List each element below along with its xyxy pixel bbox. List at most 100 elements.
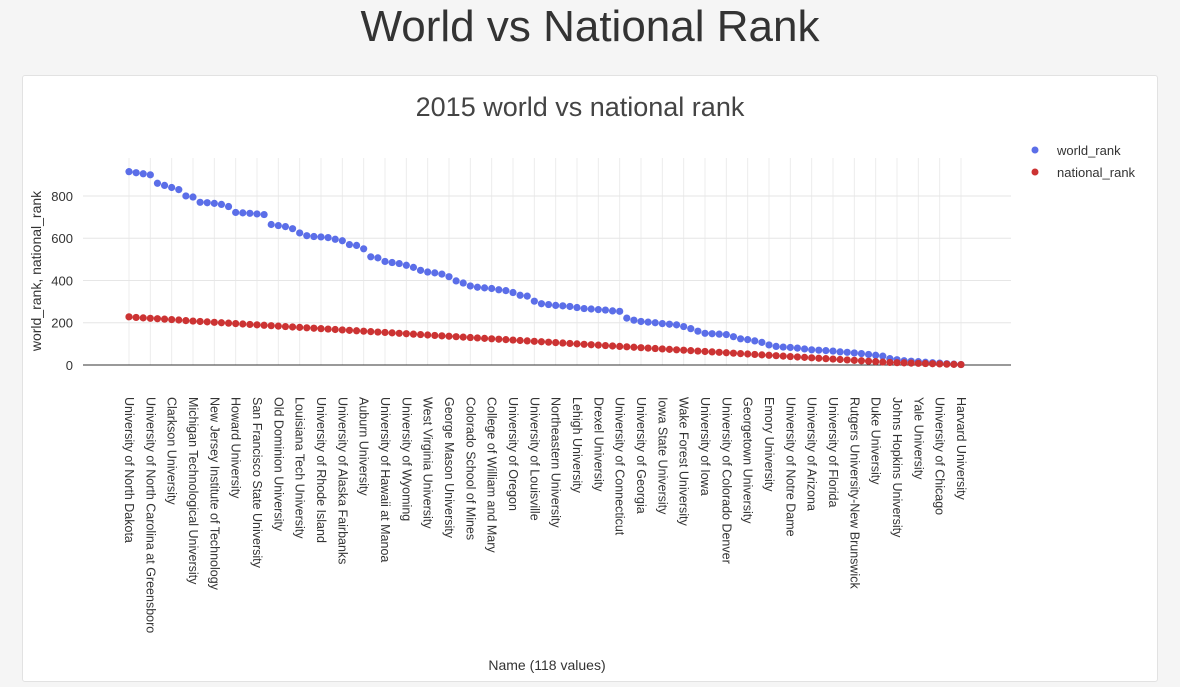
point-national-rank[interactable] — [857, 357, 866, 365]
point-national-rank[interactable] — [950, 360, 958, 368]
point-national-rank[interactable] — [701, 347, 709, 356]
legend-item-world-rank[interactable]: world_rank — [1031, 143, 1122, 158]
point-world-rank[interactable] — [352, 241, 361, 249]
point-world-rank[interactable] — [729, 333, 738, 341]
point-world-rank[interactable] — [537, 300, 546, 308]
point-world-rank[interactable] — [296, 229, 304, 237]
point-world-rank[interactable] — [680, 322, 688, 331]
point-national-rank[interactable] — [765, 351, 773, 359]
point-world-rank[interactable] — [644, 318, 652, 326]
point-world-rank[interactable] — [267, 220, 275, 229]
point-national-rank[interactable] — [224, 319, 233, 327]
point-national-rank[interactable] — [509, 336, 517, 344]
point-world-rank[interactable] — [182, 192, 190, 200]
point-world-rank[interactable] — [708, 330, 716, 338]
point-national-rank[interactable] — [431, 331, 439, 340]
point-world-rank[interactable] — [338, 237, 346, 245]
point-world-rank[interactable] — [409, 263, 418, 271]
point-national-rank[interactable] — [416, 330, 425, 339]
point-world-rank[interactable] — [246, 209, 254, 217]
point-national-rank[interactable] — [288, 323, 297, 331]
point-national-rank[interactable] — [715, 348, 723, 356]
point-world-rank[interactable] — [516, 291, 524, 299]
point-national-rank[interactable] — [601, 341, 610, 350]
point-world-rank[interactable] — [630, 316, 638, 324]
point-national-rank[interactable] — [445, 332, 453, 340]
point-world-rank[interactable] — [864, 350, 873, 359]
point-national-rank[interactable] — [786, 352, 794, 361]
point-world-rank[interactable] — [367, 253, 375, 261]
point-world-rank[interactable] — [431, 269, 439, 277]
point-national-rank[interactable] — [829, 355, 837, 363]
point-national-rank[interactable] — [296, 323, 304, 331]
point-national-rank[interactable] — [516, 336, 524, 345]
point-world-rank[interactable] — [260, 210, 268, 219]
point-national-rank[interactable] — [502, 336, 510, 344]
point-world-rank[interactable] — [374, 254, 382, 262]
point-national-rank[interactable] — [253, 321, 261, 329]
point-national-rank[interactable] — [281, 322, 290, 331]
point-world-rank[interactable] — [829, 347, 837, 355]
point-world-rank[interactable] — [160, 181, 169, 189]
point-world-rank[interactable] — [559, 302, 567, 310]
point-national-rank[interactable] — [936, 360, 944, 368]
point-national-rank[interactable] — [402, 330, 410, 338]
point-world-rank[interactable] — [416, 266, 425, 274]
point-national-rank[interactable] — [779, 352, 787, 360]
point-world-rank[interactable] — [815, 346, 823, 354]
point-national-rank[interactable] — [374, 328, 382, 336]
point-national-rank[interactable] — [182, 317, 190, 325]
point-world-rank[interactable] — [203, 199, 211, 207]
point-national-rank[interactable] — [943, 360, 951, 368]
point-world-rank[interactable] — [715, 330, 723, 338]
point-national-rank[interactable] — [886, 358, 894, 367]
point-national-rank[interactable] — [637, 344, 645, 352]
point-world-rank[interactable] — [232, 208, 240, 217]
point-world-rank[interactable] — [502, 287, 510, 295]
point-national-rank[interactable] — [175, 316, 183, 324]
point-national-rank[interactable] — [495, 335, 503, 343]
point-national-rank[interactable] — [310, 324, 318, 332]
point-world-rank[interactable] — [665, 320, 674, 328]
point-national-rank[interactable] — [160, 315, 169, 323]
point-world-rank[interactable] — [175, 186, 183, 194]
point-world-rank[interactable] — [360, 245, 368, 253]
point-world-rank[interactable] — [253, 210, 261, 218]
point-world-rank[interactable] — [601, 306, 610, 314]
point-national-rank[interactable] — [452, 333, 460, 341]
point-national-rank[interactable] — [957, 360, 965, 369]
point-national-rank[interactable] — [360, 327, 368, 335]
point-national-rank[interactable] — [153, 315, 162, 323]
point-national-rank[interactable] — [651, 344, 659, 353]
point-national-rank[interactable] — [843, 356, 851, 364]
point-national-rank[interactable] — [616, 342, 624, 351]
point-world-rank[interactable] — [765, 341, 773, 349]
point-national-rank[interactable] — [921, 359, 930, 368]
point-world-rank[interactable] — [395, 259, 403, 268]
point-national-rank[interactable] — [793, 353, 802, 361]
point-national-rank[interactable] — [608, 342, 617, 350]
legend[interactable]: world_rank national_rank — [1031, 143, 1136, 180]
point-national-rank[interactable] — [189, 317, 197, 325]
point-world-rank[interactable] — [580, 304, 588, 313]
point-national-rank[interactable] — [772, 352, 780, 360]
point-national-rank[interactable] — [132, 313, 140, 322]
point-national-rank[interactable] — [409, 330, 418, 338]
point-world-rank[interactable] — [544, 300, 553, 309]
point-national-rank[interactable] — [815, 354, 823, 362]
point-world-rank[interactable] — [210, 199, 218, 207]
point-world-rank[interactable] — [751, 337, 759, 345]
point-national-rank[interactable] — [665, 345, 674, 353]
point-national-rank[interactable] — [587, 341, 595, 349]
point-world-rank[interactable] — [473, 283, 482, 291]
point-world-rank[interactable] — [701, 329, 709, 337]
point-world-rank[interactable] — [623, 314, 631, 322]
point-world-rank[interactable] — [317, 233, 325, 241]
point-world-rank[interactable] — [153, 179, 162, 187]
point-world-rank[interactable] — [808, 346, 816, 354]
point-national-rank[interactable] — [559, 339, 567, 347]
point-world-rank[interactable] — [552, 301, 560, 310]
point-national-rank[interactable] — [672, 346, 681, 354]
point-world-rank[interactable] — [843, 348, 851, 356]
point-national-rank[interactable] — [210, 318, 218, 326]
